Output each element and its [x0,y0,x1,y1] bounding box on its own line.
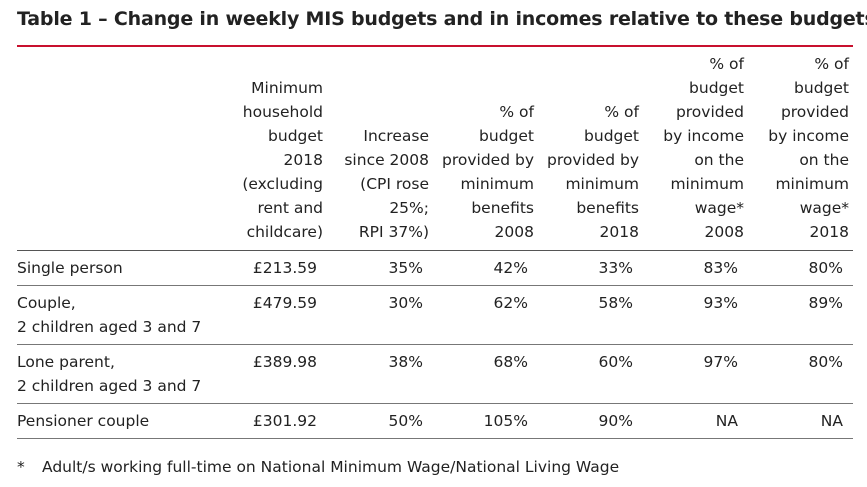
table-row: Pensioner couple £301.92 50% 105% 90% NA… [17,403,853,439]
cell-wage-2018: 89% [748,285,853,345]
header-minimum-budget: Minimum household budget 2018 (excluding… [222,52,327,251]
cell-budget: £213.59 [222,250,327,286]
cell-increase: 30% [327,285,433,345]
row-label: Single person [17,250,222,286]
table-title: Table 1 – Change in weekly MIS budgets a… [17,8,867,30]
cell-budget: £479.59 [222,285,327,345]
cell-wage-2008: NA [643,403,748,439]
footnote: * Adult/s working full-time on National M… [17,458,619,476]
cell-benefits-2018: 90% [538,403,643,439]
cell-budget: £389.98 [222,344,327,404]
row-label: Lone parent, 2 children aged 3 and 7 [17,344,222,404]
cell-budget: £301.92 [222,403,327,439]
title-rule [17,45,853,47]
header-label-column [17,52,222,251]
cell-increase: 50% [327,403,433,439]
cell-benefits-2008: 105% [433,403,538,439]
mis-budget-table: Minimum household budget 2018 (excluding… [17,52,853,439]
cell-wage-2018: 80% [748,344,853,404]
row-label: Couple, 2 children aged 3 and 7 [17,285,222,345]
cell-wage-2008: 97% [643,344,748,404]
cell-benefits-2008: 68% [433,344,538,404]
row-label: Pensioner couple [17,403,222,439]
table-row: Lone parent, 2 children aged 3 and 7 £38… [17,344,853,404]
cell-benefits-2018: 58% [538,285,643,345]
footnote-text: Adult/s working full-time on National Mi… [42,458,620,476]
cell-benefits-2008: 42% [433,250,538,286]
header-wage-2008: % of budget provided by income on the mi… [643,52,748,251]
header-row: Minimum household budget 2018 (excluding… [17,52,853,251]
table-row: Single person £213.59 35% 42% 33% 83% 80… [17,250,853,286]
cell-benefits-2008: 62% [433,285,538,345]
header-wage-2018: % of budget provided by income on the mi… [748,52,853,251]
cell-increase: 35% [327,250,433,286]
table-row: Couple, 2 children aged 3 and 7 £479.59 … [17,285,853,345]
footnote-mark: * [17,458,25,476]
cell-increase: 38% [327,344,433,404]
header-benefits-2018: % of budget provided by minimum benefits… [538,52,643,251]
cell-wage-2008: 83% [643,250,748,286]
header-increase: Increase since 2008 (CPI rose 25%; RPI 3… [327,52,433,251]
cell-benefits-2018: 33% [538,250,643,286]
cell-wage-2018: 80% [748,250,853,286]
cell-wage-2018: NA [748,403,853,439]
cell-wage-2008: 93% [643,285,748,345]
header-benefits-2008: % of budget provided by minimum benefits… [433,52,538,251]
cell-benefits-2018: 60% [538,344,643,404]
